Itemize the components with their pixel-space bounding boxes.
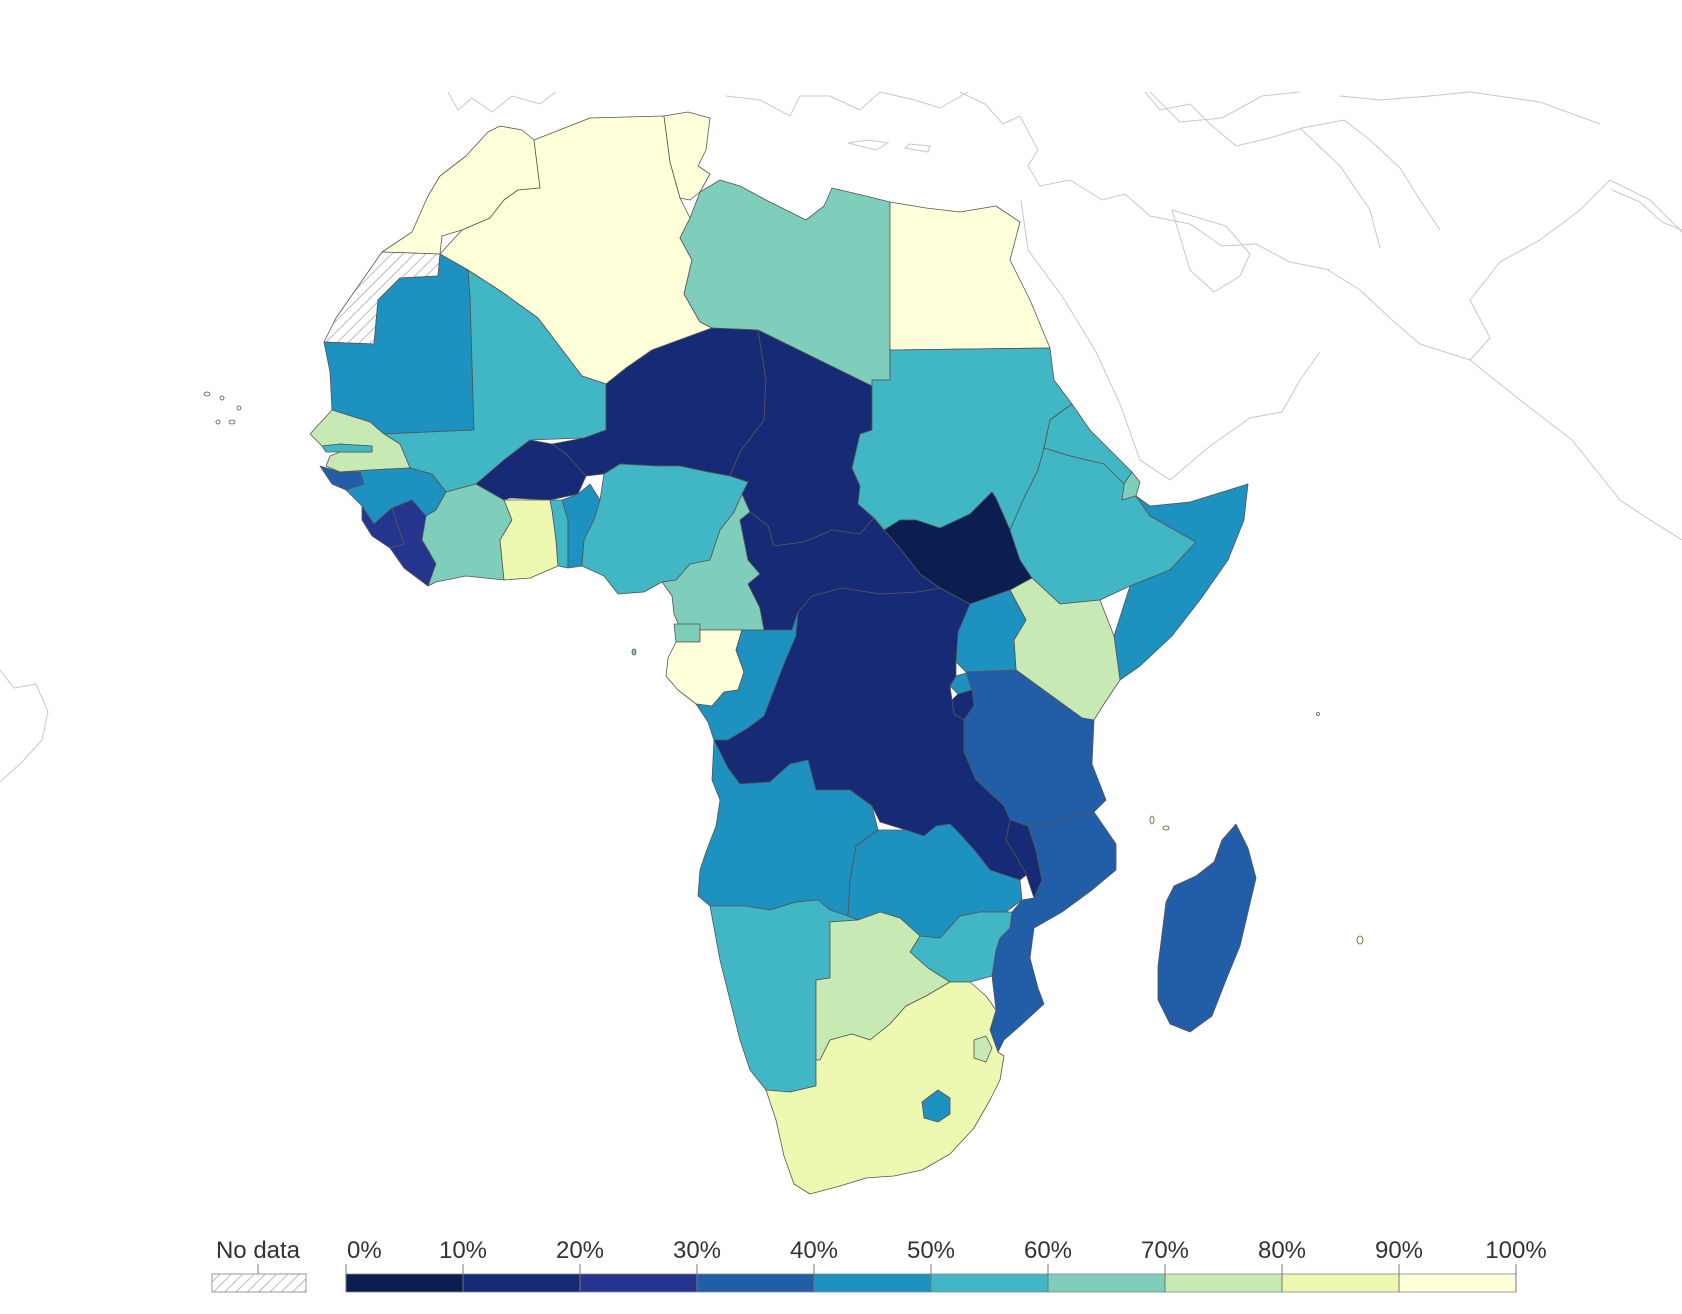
- legend-bin-50-60%: [930, 1273, 1049, 1293]
- region-south-africa: [765, 981, 1005, 1195]
- legend-bin-60-70%: [1047, 1273, 1166, 1293]
- region-madagascar: [1157, 823, 1257, 1033]
- legend-bin-30-40%: [696, 1273, 815, 1293]
- region-egypt: [889, 201, 1051, 351]
- legend-tick-label: 20%: [556, 1237, 604, 1264]
- legend-no-data-label: No data: [216, 1237, 301, 1264]
- region-gambia: [321, 443, 373, 453]
- legend-bin-70-80%: [1164, 1273, 1283, 1293]
- legend-tick-label: 80%: [1258, 1237, 1306, 1264]
- island-outlines: [203, 391, 1364, 945]
- legend-bin-90-100%: [1398, 1273, 1517, 1293]
- legend-no-data-swatch: [211, 1273, 307, 1293]
- legend-bins: [345, 1273, 1517, 1293]
- legend-bin-0-10%: [345, 1273, 464, 1293]
- region-equatorial-guinea: [673, 623, 701, 643]
- region-tunisia: [663, 111, 711, 201]
- legend-bin-20-30%: [579, 1273, 698, 1293]
- legend-tick-label: 100%: [1485, 1237, 1546, 1264]
- region-ghana: [499, 499, 559, 581]
- legend-tick-label: 40%: [790, 1237, 838, 1264]
- region-mozambique: [989, 811, 1117, 1053]
- country-regions: [309, 111, 1257, 1195]
- context-outlines: [0, 91, 1682, 783]
- legend-tick-label: 90%: [1375, 1237, 1423, 1264]
- region-burkina-faso: [475, 439, 587, 501]
- legend-bin-80-90%: [1281, 1273, 1400, 1293]
- legend-bin-10-20%: [462, 1273, 581, 1293]
- legend-tick-label: 10%: [439, 1237, 487, 1264]
- legend-tick-label: 70%: [1141, 1237, 1189, 1264]
- region-mauritania: [323, 253, 475, 435]
- region-somalia: [1113, 483, 1249, 681]
- legend-tick-label: 30%: [673, 1237, 721, 1264]
- legend-ticks: 0% 10% 20% 30% 40% 50% 60% 70% 80% 90% 100%: [345, 1237, 1547, 1292]
- region-lesotho: [921, 1089, 951, 1123]
- legend-bin-40-50%: [813, 1273, 932, 1293]
- region-eswatini: [973, 1035, 993, 1063]
- legend-tick-label: 50%: [907, 1237, 955, 1264]
- legend: No data 0% 10% 20% 30% 40% 50% 60% 70% 80% 90% 100…: [211, 1237, 1547, 1293]
- legend-tick-label: 0%: [347, 1237, 382, 1264]
- legend-tick-label: 60%: [1024, 1237, 1072, 1264]
